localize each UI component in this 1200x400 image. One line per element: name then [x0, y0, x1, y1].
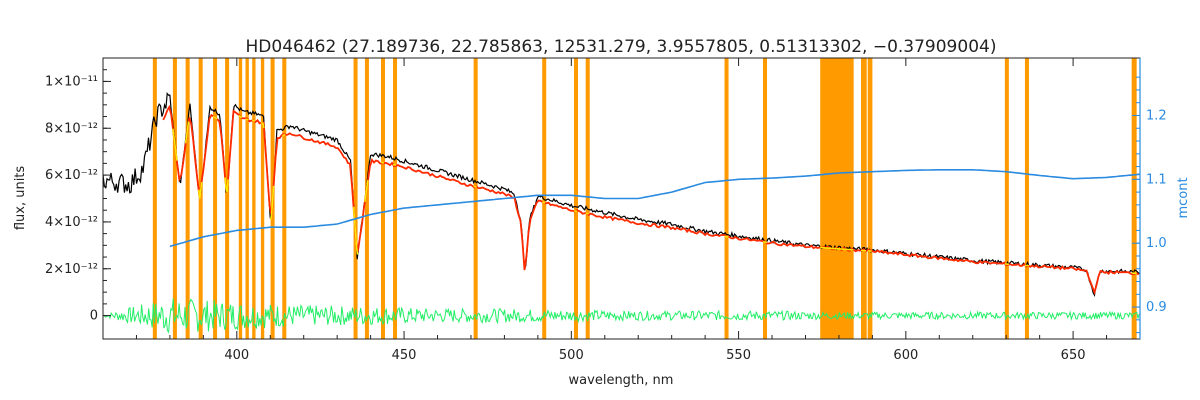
model-masked-segment	[473, 185, 477, 188]
masked-region	[724, 58, 729, 339]
masked-region	[573, 58, 579, 339]
model-masked-segment	[724, 235, 729, 238]
model-series	[162, 104, 1140, 296]
y2-tick-label: 1.1	[1146, 172, 1167, 187]
masked-region	[172, 58, 177, 339]
masked-region	[1004, 58, 1009, 339]
axis-ticks: 400 450 500 550 600 650 0 2×10⁻¹² 4×10⁻¹² 6×10⁻¹²…	[45, 57, 1167, 363]
model-masked-segment	[260, 121, 265, 129]
masked-region	[867, 58, 873, 339]
masked-region	[364, 58, 369, 339]
masked-region	[585, 58, 590, 339]
model-masked-segment	[352, 206, 359, 255]
masked-region	[1024, 58, 1029, 339]
masked-region	[542, 58, 547, 339]
masked-region	[282, 58, 287, 339]
y2-tick-label: 1.2	[1146, 108, 1167, 123]
masked-region	[1131, 58, 1137, 339]
y2-axis-label: mcont	[1176, 177, 1191, 218]
x-axis-label: wavelength, nm	[569, 373, 674, 388]
y2-tick-label: 0.9	[1146, 300, 1167, 315]
observed-series	[102, 91, 1141, 298]
model-masked-segment	[197, 182, 203, 199]
chart-title: HD046462 (27.189736, 22.785863, 12531.27…	[246, 37, 997, 57]
y-tick-label: 6×10⁻¹²	[45, 168, 98, 183]
model-masked-segment	[392, 163, 397, 166]
masked-region	[473, 58, 478, 339]
masked-region	[152, 58, 157, 339]
masked-region	[353, 58, 358, 339]
y-axis-label: flux, units	[13, 166, 28, 231]
y-tick-label: 4×10⁻¹²	[45, 215, 98, 230]
model-masked-segment	[212, 115, 218, 120]
model-masked-segment	[573, 210, 578, 213]
model-masked-segment	[172, 128, 178, 161]
masked-region	[185, 58, 190, 339]
residual-series	[102, 298, 1140, 334]
masked-regions	[152, 58, 1137, 339]
mcont-series	[169, 169, 1141, 248]
masked-region	[380, 58, 385, 339]
model-masked-segment	[238, 114, 243, 119]
x-tick-label: 600	[893, 348, 918, 363]
y-tick-label: 2×10⁻¹²	[45, 262, 98, 277]
x-tick-label: 650	[1061, 348, 1086, 363]
masked-region	[861, 58, 867, 339]
masked-region	[238, 58, 243, 339]
model-masked-segment	[282, 133, 286, 137]
x-tick-label: 450	[392, 348, 417, 363]
y-tick-label: 8×10⁻¹²	[45, 121, 98, 136]
masked-region	[763, 58, 768, 339]
x-tick-label: 550	[726, 348, 751, 363]
masked-region	[198, 58, 203, 339]
model-masked-segment	[762, 240, 768, 244]
masked-region	[252, 58, 256, 339]
model-masked-segment	[224, 177, 229, 193]
masked-region	[820, 58, 854, 339]
masked-region	[260, 58, 265, 339]
masked-region	[225, 58, 230, 339]
model-masked-segment	[269, 185, 275, 220]
masked-region	[245, 58, 249, 339]
y-tick-label: 1×10⁻¹¹	[45, 74, 98, 89]
y-tick-label: 0	[90, 309, 98, 324]
model-masked-segment	[542, 201, 546, 204]
x-tick-label: 500	[559, 348, 584, 363]
series-layer	[102, 91, 1141, 334]
model-masked-segment	[252, 119, 256, 122]
x-tick-label: 400	[224, 348, 249, 363]
model-masked-segment	[820, 246, 854, 251]
model-masked-segment	[364, 180, 369, 202]
masked-region	[213, 58, 218, 339]
masked-region	[393, 58, 398, 339]
model-masked-segment	[245, 118, 249, 121]
model-masked-segment	[585, 212, 589, 215]
model-masked-segment	[184, 121, 190, 144]
y2-tick-label: 1.0	[1146, 236, 1167, 251]
